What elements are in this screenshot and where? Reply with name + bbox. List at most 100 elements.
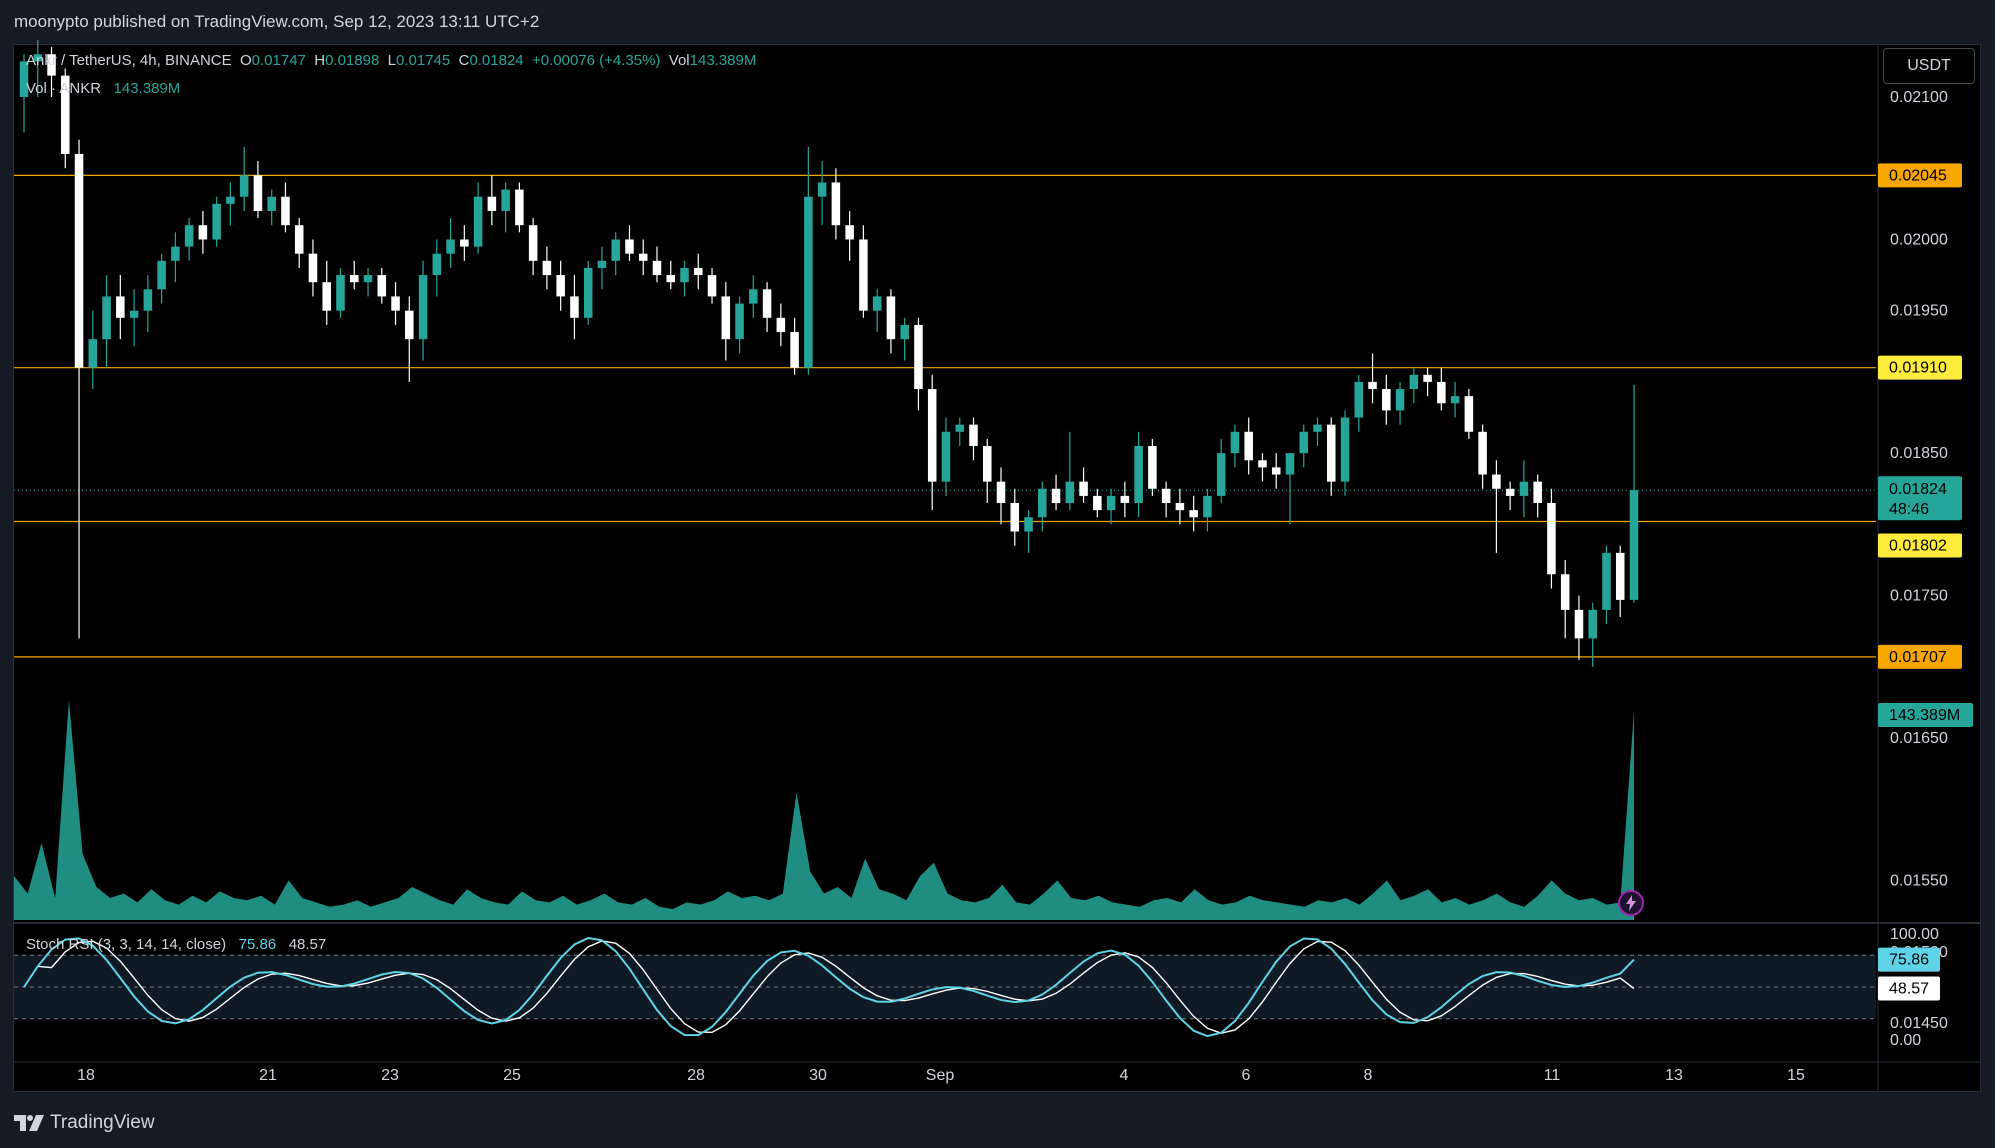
tradingview-logo-icon bbox=[14, 1115, 44, 1131]
time-tick-label: Sep bbox=[926, 1067, 955, 1084]
level-label-box bbox=[1878, 355, 1962, 380]
stoch-d-box bbox=[1878, 976, 1940, 1001]
candle-body bbox=[1340, 417, 1350, 482]
candle-body bbox=[143, 289, 153, 311]
candle-body bbox=[666, 275, 676, 283]
time-tick-label: 18 bbox=[77, 1067, 95, 1084]
candle-body bbox=[831, 182, 841, 226]
candle-body bbox=[1216, 453, 1226, 496]
candle-body bbox=[941, 431, 951, 482]
candle-body bbox=[1560, 574, 1570, 610]
candle-body bbox=[226, 196, 235, 204]
candle-body bbox=[349, 275, 359, 283]
candle-body bbox=[1120, 495, 1130, 504]
volume-area bbox=[14, 700, 1634, 920]
lightning-icon[interactable] bbox=[1617, 889, 1645, 917]
candle-body bbox=[1492, 474, 1501, 489]
stoch-k-label: 75.86 bbox=[1889, 952, 1929, 969]
candle-body bbox=[1368, 381, 1377, 390]
candle-body bbox=[184, 225, 194, 247]
time-tick-label: 23 bbox=[381, 1067, 399, 1084]
candle-body bbox=[762, 289, 772, 318]
price-tick-label: 0.02000 bbox=[1890, 231, 1948, 248]
stoch-d-label: 48.57 bbox=[1889, 981, 1929, 998]
candle-body bbox=[749, 289, 758, 304]
candle-body bbox=[1148, 446, 1157, 489]
time-tick-label: 8 bbox=[1364, 1067, 1373, 1084]
candle-body bbox=[982, 446, 992, 482]
candle-body bbox=[1547, 503, 1556, 575]
candle-body bbox=[1203, 495, 1212, 518]
publisher-bar: moonypto published on TradingView.com, S… bbox=[0, 0, 1995, 44]
level-label-text: 0.02045 bbox=[1889, 167, 1947, 184]
candle-body bbox=[1588, 609, 1597, 639]
volume-label-box bbox=[1878, 703, 1973, 727]
candle-body bbox=[721, 296, 731, 340]
time-tick-label: 6 bbox=[1242, 1067, 1251, 1084]
volume-legend[interactable]: Vol · ANKR 143.389M bbox=[26, 80, 180, 97]
candle-body bbox=[102, 296, 111, 340]
candle-body bbox=[1437, 381, 1446, 404]
candle-body bbox=[886, 296, 896, 340]
level-label-text: 0.01910 bbox=[1889, 360, 1947, 377]
vol-label: Vol bbox=[668, 52, 690, 69]
candle-body bbox=[1505, 488, 1515, 496]
candle-body bbox=[239, 175, 249, 197]
candle-body bbox=[776, 317, 786, 333]
candle-body bbox=[1519, 481, 1529, 496]
candle-body bbox=[363, 275, 373, 283]
axis-layer: 0.02100 0.02000 0.01950 0.01850 0.01750 0.016… bbox=[14, 44, 1981, 1092]
candle-body bbox=[694, 267, 703, 276]
candle-body bbox=[1079, 481, 1088, 496]
close-label: C bbox=[458, 52, 470, 69]
candle-body bbox=[597, 260, 607, 268]
time-tick-label: 4 bbox=[1120, 1067, 1129, 1084]
tradingview-logo[interactable]: TradingView bbox=[14, 1112, 155, 1134]
candle-body bbox=[308, 253, 318, 283]
stoch-legend[interactable]: Stoch RSI (3, 3, 14, 14, close) 75.86 48… bbox=[26, 936, 326, 953]
candle-body bbox=[1354, 381, 1364, 418]
price-tick-label: 0.01650 bbox=[1890, 730, 1948, 747]
volume-legend-value: 143.389M bbox=[113, 80, 181, 97]
candle-body bbox=[1382, 389, 1391, 411]
currency-button[interactable]: USDT bbox=[1883, 48, 1975, 84]
candle-body bbox=[1478, 431, 1487, 475]
high-value: 0.01898 bbox=[325, 52, 380, 69]
vol-value: 143.389M bbox=[689, 52, 757, 69]
candle-body bbox=[294, 225, 304, 254]
candle-body bbox=[1423, 374, 1432, 382]
price-tick-label: 0.01750 bbox=[1890, 588, 1948, 605]
candle-body bbox=[1409, 374, 1419, 390]
time-tick-label: 15 bbox=[1787, 1067, 1805, 1084]
candle-body bbox=[171, 246, 180, 261]
candle-body bbox=[157, 260, 166, 290]
symbol-name[interactable]: Ankr / TetherUS, 4h, BINANCE bbox=[26, 52, 232, 69]
candle-body bbox=[515, 189, 524, 226]
candle-body bbox=[116, 296, 125, 318]
volume-legend-name[interactable]: Vol · ANKR bbox=[26, 80, 102, 97]
candle-body bbox=[528, 225, 538, 261]
candle-body bbox=[1189, 510, 1198, 518]
level-label-text: 0.01802 bbox=[1889, 538, 1947, 555]
stoch-legend-name[interactable]: Stoch RSI (3, 3, 14, 14, close) bbox=[26, 936, 227, 953]
high-label: H bbox=[314, 52, 326, 69]
last-price-text: 0.01824 bbox=[1889, 481, 1947, 498]
publisher-text: moonypto published on TradingView.com, S… bbox=[14, 12, 540, 31]
countdown-text: 48:46 bbox=[1889, 501, 1929, 518]
candle-body bbox=[1175, 503, 1185, 511]
stoch-tick-label: 100.00 bbox=[1890, 926, 1939, 943]
candle-body bbox=[1051, 488, 1061, 504]
candle-body bbox=[47, 54, 56, 76]
time-tick-label: 13 bbox=[1665, 1067, 1683, 1084]
candle-body bbox=[790, 332, 799, 368]
stoch-k-box bbox=[1878, 947, 1940, 972]
candle-body bbox=[1244, 431, 1253, 461]
candle-body bbox=[927, 389, 937, 482]
symbol-legend[interactable]: Ankr / TetherUS, 4h, BINANCE O0.01747 H0… bbox=[26, 52, 756, 69]
candle-body bbox=[1574, 609, 1584, 639]
candle-body bbox=[1230, 431, 1240, 454]
candle-body bbox=[1629, 490, 1639, 600]
low-value: 0.01745 bbox=[396, 52, 451, 69]
stoch-tick-label: 0.00 bbox=[1890, 1032, 1921, 1049]
